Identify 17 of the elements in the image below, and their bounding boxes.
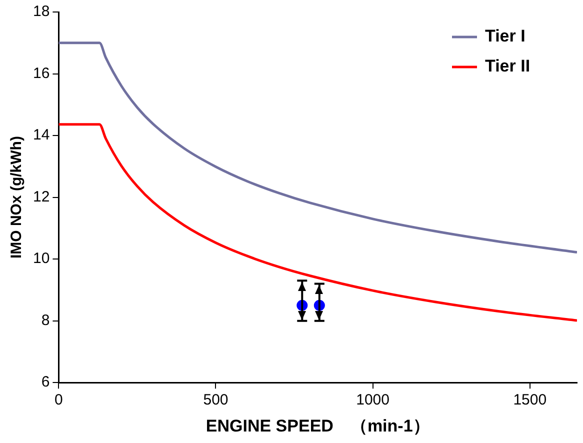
- x-tick-label: 0: [54, 392, 63, 409]
- y-tick-label: 12: [32, 188, 50, 206]
- y-tick-label: 16: [32, 64, 50, 82]
- y-tick-label: 6: [41, 374, 50, 391]
- x-tick-label: 1500: [513, 392, 547, 409]
- legend-label: Tier II: [485, 56, 530, 76]
- line-series: [58, 42, 577, 254]
- y-tick-label: 14: [32, 126, 50, 144]
- y-tick-label: 8: [41, 312, 50, 329]
- y-tick-label: 18: [32, 3, 50, 20]
- x-axis-title: ENGINE SPEED （min-1）: [206, 416, 430, 436]
- x-tick-label: 500: [203, 392, 228, 409]
- legend-label: Tier I: [485, 26, 526, 46]
- y-axis-title: IMO NOx (g/kWh): [8, 136, 26, 259]
- x-tick-label: 1000: [356, 392, 390, 409]
- line-series: [58, 123, 577, 322]
- y-tick-label: 10: [32, 250, 50, 268]
